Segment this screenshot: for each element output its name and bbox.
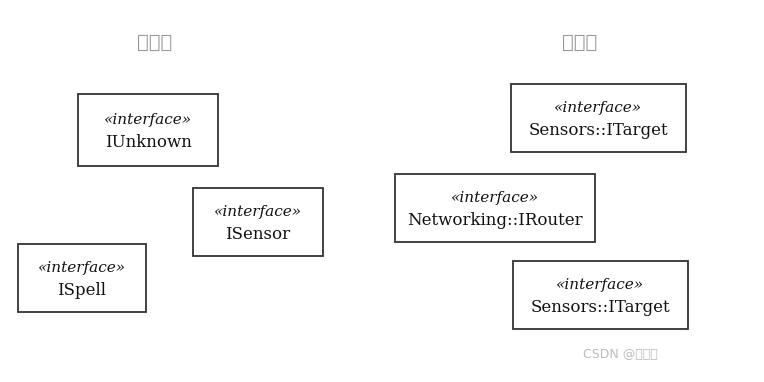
- Text: ISensor: ISensor: [225, 226, 290, 243]
- Bar: [513, 261, 688, 329]
- Text: 简单名: 简单名: [138, 32, 173, 52]
- Text: Networking::IRouter: Networking::IRouter: [407, 212, 583, 229]
- Text: «interface»: «interface»: [104, 113, 192, 127]
- Text: IUnknown: IUnknown: [105, 134, 192, 151]
- Bar: [395, 174, 595, 242]
- Text: «interface»: «interface»: [214, 206, 302, 220]
- Bar: [193, 188, 323, 256]
- Text: ISpell: ISpell: [57, 282, 106, 299]
- Bar: [510, 84, 685, 152]
- Bar: [18, 244, 146, 312]
- Bar: [78, 94, 218, 166]
- Text: Sensors::ITarget: Sensors::ITarget: [528, 122, 668, 139]
- Text: «interface»: «interface»: [554, 102, 642, 115]
- Text: Sensors::ITarget: Sensors::ITarget: [530, 299, 670, 316]
- Text: CSDN @宣晨光: CSDN @宣晨光: [583, 348, 657, 361]
- Text: 限定名: 限定名: [562, 32, 597, 52]
- Text: «interface»: «interface»: [451, 191, 539, 206]
- Text: «interface»: «interface»: [556, 278, 644, 293]
- Text: «interface»: «interface»: [38, 262, 126, 275]
